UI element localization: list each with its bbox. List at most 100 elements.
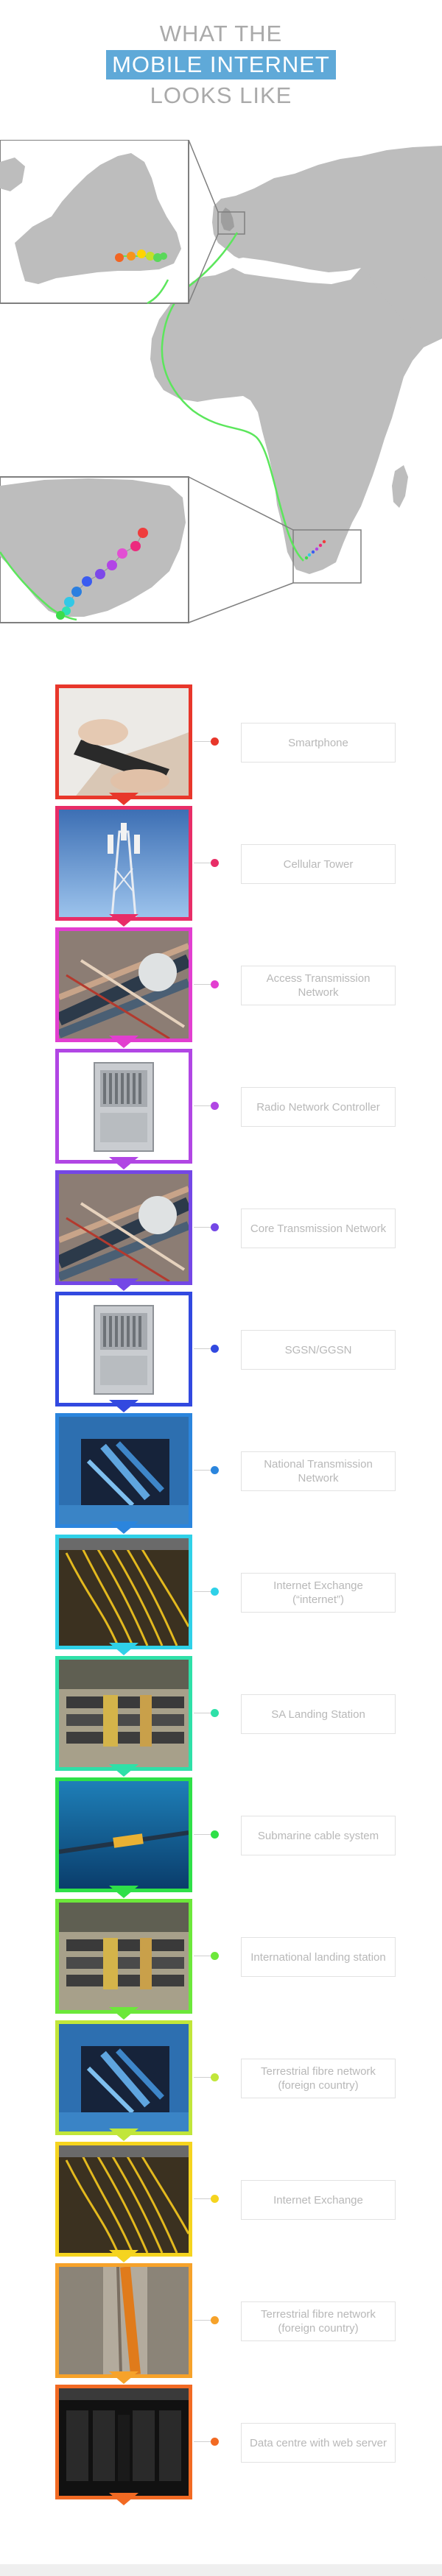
chain-step-pointer bbox=[109, 1643, 138, 1655]
chain-step-label: Terrestrial fibre network (foreign count… bbox=[241, 2301, 396, 2341]
chain-step-label: Submarine cable system bbox=[241, 1816, 396, 1855]
uk-locator-box bbox=[217, 211, 245, 235]
chain-step-dot bbox=[211, 1709, 219, 1717]
chain-step-photo bbox=[55, 1777, 192, 1892]
chain-step-dot bbox=[211, 2316, 219, 2324]
chain-step-label: SGSN/GGSN bbox=[241, 1330, 396, 1370]
continent-landmass bbox=[150, 146, 442, 574]
cables-icon bbox=[59, 931, 189, 1038]
chain-step-label: Access Transmission Network bbox=[241, 966, 396, 1005]
chain-step-photo bbox=[55, 927, 192, 1042]
chain-step-connector bbox=[194, 1105, 214, 1106]
chain-step-pointer bbox=[109, 1521, 138, 1534]
chain-step-dot bbox=[211, 1223, 219, 1231]
cable-route-line bbox=[161, 232, 304, 562]
cables-icon bbox=[59, 1174, 189, 1281]
chain-step-photo bbox=[55, 1413, 192, 1528]
chain-step: SGSN/GGSN bbox=[0, 1292, 442, 1412]
trench-icon bbox=[59, 2267, 189, 2374]
sa-route-dots-small bbox=[304, 539, 326, 560]
chain-step-connector bbox=[194, 2198, 214, 2199]
chain-step-photo bbox=[55, 2263, 192, 2378]
chain-step-pointer bbox=[109, 2493, 138, 2505]
chain-step-photo bbox=[55, 1170, 192, 1285]
chain-step-photo bbox=[55, 1899, 192, 2014]
chain-step-connector bbox=[194, 2320, 214, 2321]
chain-step-dot bbox=[211, 2073, 219, 2081]
chain-step-label: Core Transmission Network bbox=[241, 1209, 396, 1248]
chain-step-label: Internet Exchange bbox=[241, 2180, 396, 2220]
chain-step: Data centre with web server bbox=[0, 2385, 442, 2505]
page-footer-bar bbox=[0, 2564, 442, 2576]
chain-step: Internet Exchange (“internet”) bbox=[0, 1535, 442, 1655]
chain-step-dot bbox=[211, 1345, 219, 1353]
uk-small-outline bbox=[221, 208, 234, 231]
infographic-title: WHAT THE MOBILE INTERNET LOOKS LIKE bbox=[0, 19, 442, 110]
south-africa-inset bbox=[0, 476, 294, 623]
chain-step-label: Smartphone bbox=[241, 723, 396, 762]
data-centre-icon bbox=[59, 2388, 189, 2496]
chain-step-dot bbox=[211, 980, 219, 988]
chain-step: Terrestrial fibre network (foreign count… bbox=[0, 2263, 442, 2384]
chain-step-label: International landing station bbox=[241, 1937, 396, 1977]
landing-station-icon bbox=[59, 1903, 189, 2010]
chain-step: National Transmission Network bbox=[0, 1413, 442, 1534]
chain-step: Radio Network Controller bbox=[0, 1049, 442, 1170]
chain-step-pointer bbox=[109, 1157, 138, 1170]
chain-step-pointer bbox=[109, 793, 138, 805]
chain-step-connector bbox=[194, 2441, 214, 2442]
route-map bbox=[0, 139, 442, 640]
chain-step-connector bbox=[194, 1227, 214, 1228]
chain-step-label: Internet Exchange (“internet”) bbox=[241, 1573, 396, 1613]
chain-step-dot bbox=[211, 1588, 219, 1596]
chain-step-pointer bbox=[109, 2007, 138, 2020]
chain-step-label: National Transmission Network bbox=[241, 1451, 396, 1491]
chain-step-label: Data centre with web server bbox=[241, 2423, 396, 2463]
fibre-duct-icon bbox=[59, 1417, 189, 1524]
server-rack-icon bbox=[59, 1295, 189, 1403]
chain-step-connector bbox=[194, 2077, 214, 2078]
chain-step-dot bbox=[211, 1466, 219, 1474]
chain-step-pointer bbox=[109, 2250, 138, 2262]
cellular-tower-icon bbox=[59, 810, 189, 917]
chain-step: Internet Exchange bbox=[0, 2142, 442, 2262]
chain-step-label: Terrestrial fibre network (foreign count… bbox=[241, 2059, 396, 2098]
fibre-panel-icon bbox=[59, 1538, 189, 1646]
fibre-duct-icon bbox=[59, 2024, 189, 2131]
chain-step-label: SA Landing Station bbox=[241, 1694, 396, 1734]
chain-step: Access Transmission Network bbox=[0, 927, 442, 1048]
chain-step-photo bbox=[55, 2142, 192, 2257]
chain-step-connector bbox=[194, 1348, 214, 1349]
chain-step: Smartphone bbox=[0, 684, 442, 805]
chain-step-dot bbox=[211, 859, 219, 867]
chain-step-dot bbox=[211, 1830, 219, 1839]
chain-step-connector bbox=[194, 1470, 214, 1471]
fibre-panel-icon bbox=[59, 2145, 189, 2253]
title-line-2-highlight: MOBILE INTERNET bbox=[106, 50, 336, 79]
chain-step-dot bbox=[211, 1102, 219, 1110]
chain-step-connector bbox=[194, 1591, 214, 1592]
chain-step: Core Transmission Network bbox=[0, 1170, 442, 1291]
title-line-1: WHAT THE bbox=[159, 21, 283, 46]
chain-step-pointer bbox=[109, 1278, 138, 1291]
chain-step-dot bbox=[211, 1952, 219, 1960]
chain-step-photo bbox=[55, 684, 192, 799]
sa-locator-box bbox=[292, 529, 362, 584]
chain-step-label: Cellular Tower bbox=[241, 844, 396, 884]
chain-step-photo bbox=[55, 1656, 192, 1771]
chain-step: Terrestrial fibre network (foreign count… bbox=[0, 2020, 442, 2141]
chain-step-photo bbox=[55, 806, 192, 921]
chain-step: International landing station bbox=[0, 1899, 442, 2020]
chain-step-pointer bbox=[109, 1764, 138, 1777]
chain-step-photo bbox=[55, 2020, 192, 2135]
chain-step: SA Landing Station bbox=[0, 1656, 442, 1777]
route-map-graphic bbox=[0, 139, 442, 623]
chain-step-photo bbox=[55, 1292, 192, 1406]
chain-step-dot bbox=[211, 2438, 219, 2446]
chain-step-photo bbox=[55, 1049, 192, 1164]
chain-step-pointer bbox=[109, 2129, 138, 2141]
title-line-3: LOOKS LIKE bbox=[150, 82, 292, 108]
chain-step-pointer bbox=[109, 2371, 138, 2384]
chain-step-connector bbox=[194, 984, 214, 985]
chain-step-pointer bbox=[109, 1400, 138, 1412]
